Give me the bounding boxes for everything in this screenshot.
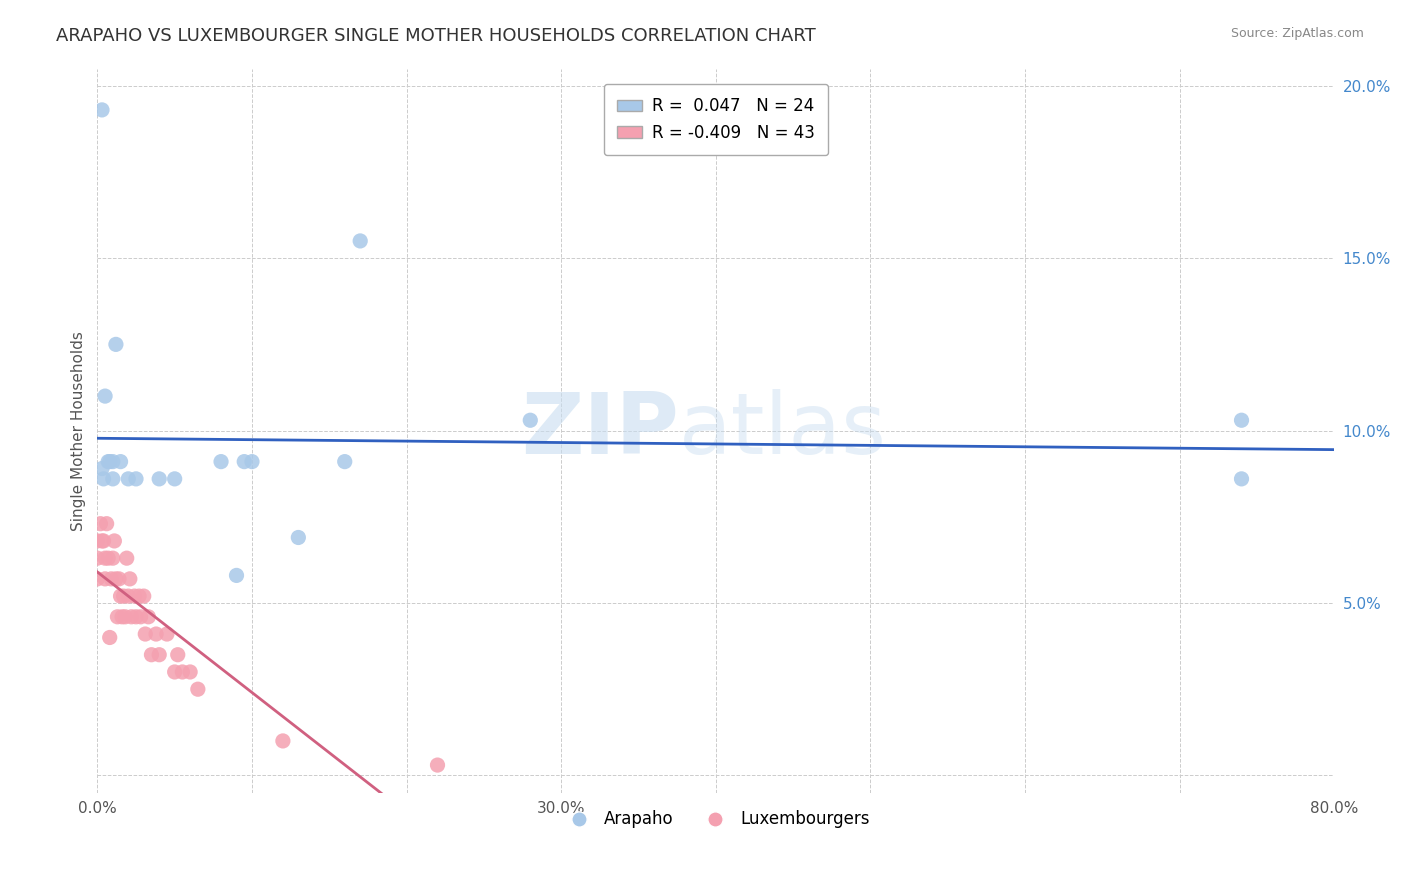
- Point: [86, 533, 108, 548]
- Point: [93, 533, 115, 548]
- Point: [233, 455, 256, 469]
- Point: [118, 572, 141, 586]
- Point: [1230, 472, 1253, 486]
- Text: atlas: atlas: [679, 389, 887, 472]
- Point: [179, 665, 201, 679]
- Point: [271, 734, 294, 748]
- Point: [333, 455, 356, 469]
- Point: [187, 682, 209, 697]
- Point: [97, 551, 120, 566]
- Point: [104, 337, 127, 351]
- Point: [114, 609, 136, 624]
- Point: [96, 516, 118, 531]
- Point: [98, 455, 121, 469]
- Point: [110, 589, 132, 603]
- Y-axis label: Single Mother Households: Single Mother Households: [72, 331, 86, 531]
- Point: [138, 609, 160, 624]
- Point: [225, 568, 247, 582]
- Point: [94, 572, 117, 586]
- Point: [128, 589, 150, 603]
- Point: [110, 455, 132, 469]
- Point: [124, 589, 146, 603]
- Point: [145, 627, 167, 641]
- Point: [101, 551, 124, 566]
- Point: [163, 665, 186, 679]
- Point: [519, 413, 541, 427]
- Point: [97, 455, 120, 469]
- Point: [125, 472, 148, 486]
- Point: [156, 627, 179, 641]
- Point: [148, 472, 170, 486]
- Point: [125, 609, 148, 624]
- Point: [1230, 413, 1253, 427]
- Point: [240, 455, 263, 469]
- Point: [101, 455, 124, 469]
- Point: [100, 572, 122, 586]
- Point: [91, 533, 114, 548]
- Point: [93, 472, 115, 486]
- Point: [209, 455, 232, 469]
- Point: [107, 609, 129, 624]
- Point: [120, 609, 142, 624]
- Point: [134, 627, 156, 641]
- Point: [86, 551, 108, 566]
- Point: [111, 609, 134, 624]
- Point: [163, 472, 186, 486]
- Point: [94, 551, 117, 566]
- Point: [98, 631, 121, 645]
- Point: [349, 234, 371, 248]
- Point: [141, 648, 163, 662]
- Point: [148, 648, 170, 662]
- Text: ARAPAHO VS LUXEMBOURGER SINGLE MOTHER HOUSEHOLDS CORRELATION CHART: ARAPAHO VS LUXEMBOURGER SINGLE MOTHER HO…: [56, 27, 815, 45]
- Point: [86, 572, 108, 586]
- Point: [94, 389, 117, 403]
- Point: [103, 533, 125, 548]
- Point: [104, 572, 127, 586]
- Point: [426, 758, 449, 772]
- Text: Source: ZipAtlas.com: Source: ZipAtlas.com: [1230, 27, 1364, 40]
- Point: [89, 516, 111, 531]
- Legend: Arapaho, Luxembourgers: Arapaho, Luxembourgers: [555, 804, 876, 835]
- Point: [172, 665, 194, 679]
- Point: [101, 472, 124, 486]
- Point: [117, 589, 139, 603]
- Text: ZIP: ZIP: [522, 389, 679, 472]
- Point: [91, 103, 114, 117]
- Point: [115, 551, 138, 566]
- Point: [129, 609, 152, 624]
- Point: [166, 648, 188, 662]
- Point: [112, 589, 135, 603]
- Point: [287, 531, 309, 545]
- Point: [91, 461, 114, 475]
- Point: [117, 472, 139, 486]
- Point: [108, 572, 131, 586]
- Point: [132, 589, 155, 603]
